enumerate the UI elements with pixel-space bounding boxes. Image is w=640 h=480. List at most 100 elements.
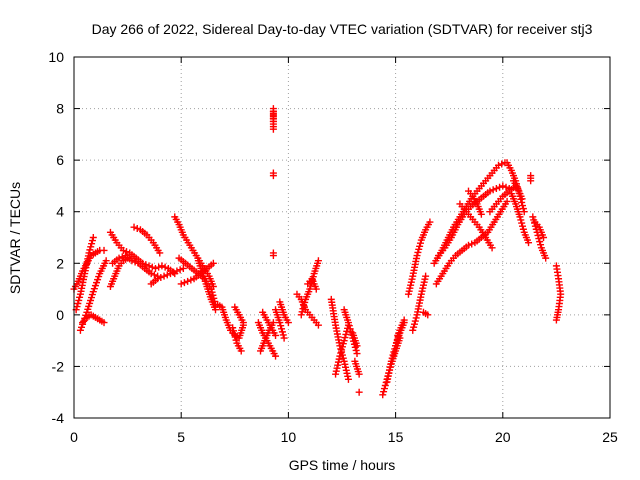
data-point xyxy=(503,197,511,205)
x-axis-label: GPS time / hours xyxy=(289,457,396,473)
data-point xyxy=(410,323,418,331)
plot-frame xyxy=(73,56,611,419)
series-morning-track-d xyxy=(76,257,110,334)
data-point xyxy=(86,246,94,254)
data-point xyxy=(342,330,350,338)
data-point xyxy=(387,357,395,365)
data-point xyxy=(280,334,288,342)
series-twelve-hour-a xyxy=(327,295,352,383)
data-point xyxy=(212,306,220,314)
data-point xyxy=(516,213,524,221)
data-point xyxy=(338,346,346,354)
data-point xyxy=(352,346,360,354)
series-sixteen-hour-c xyxy=(419,308,432,319)
data-point xyxy=(416,242,424,250)
x-tick-label: 0 xyxy=(70,429,78,445)
data-point xyxy=(131,258,139,266)
data-point xyxy=(231,333,239,341)
y-tick-label: 4 xyxy=(56,204,64,220)
data-point xyxy=(278,328,286,336)
y-tick-label: 10 xyxy=(48,49,64,65)
series-late-track-f xyxy=(531,218,548,241)
data-point xyxy=(416,239,424,247)
data-point xyxy=(337,349,345,357)
data-point xyxy=(239,319,247,327)
data-point xyxy=(155,263,163,271)
data-point xyxy=(179,264,187,272)
x-tick-label: 5 xyxy=(177,429,185,445)
data-point xyxy=(89,234,97,241)
data-point xyxy=(156,249,164,257)
tick-labels: 0 5 10 15 20 25 -4 -2 0 2 4 6 8 10 xyxy=(48,49,618,445)
data-point xyxy=(525,239,533,247)
data-point xyxy=(391,345,399,353)
series-thirteen-hour-a xyxy=(351,357,363,378)
data-point xyxy=(272,352,280,360)
data-point xyxy=(184,277,192,285)
x-tick-label: 20 xyxy=(495,429,511,445)
data-point xyxy=(88,240,96,248)
data-point xyxy=(344,319,352,327)
data-point xyxy=(100,246,108,254)
data-point xyxy=(346,325,354,333)
series-early-track-d xyxy=(130,223,164,257)
data-point xyxy=(157,273,165,281)
data-point xyxy=(388,354,396,362)
data-point xyxy=(409,326,417,334)
data-point xyxy=(187,276,195,284)
data-point xyxy=(176,266,184,274)
data-point xyxy=(486,187,494,195)
series-fifteen-hour-b xyxy=(394,321,406,339)
data-point xyxy=(520,208,528,216)
series-thirteen-hour-c xyxy=(355,388,363,396)
chart-title: Day 266 of 2022, Sidereal Day-to-day VTE… xyxy=(92,21,593,37)
data-point xyxy=(301,298,309,306)
data-point xyxy=(542,254,550,262)
data-point xyxy=(279,331,287,339)
data-point xyxy=(535,235,543,243)
series-thirteen-hour-b xyxy=(349,329,361,350)
series-sixteen-hour-a xyxy=(404,218,434,298)
data-point xyxy=(124,254,132,262)
data-point xyxy=(278,325,286,333)
data-point xyxy=(536,238,544,246)
data-point xyxy=(145,262,153,270)
data-point xyxy=(148,263,156,271)
data-point xyxy=(300,302,308,310)
data-point xyxy=(489,186,497,194)
series-morning-track-b xyxy=(72,234,97,314)
data-point xyxy=(232,336,240,344)
data-point xyxy=(177,280,185,288)
data-point xyxy=(150,271,158,279)
data-point xyxy=(115,254,123,262)
data-point xyxy=(355,370,363,378)
data-point xyxy=(517,216,525,224)
data-point xyxy=(237,347,245,355)
y-tick-label: -4 xyxy=(52,410,65,426)
data-point xyxy=(161,263,169,271)
data-point xyxy=(468,240,476,248)
data-point xyxy=(414,248,422,256)
data-point xyxy=(306,285,314,293)
data-point xyxy=(75,296,83,304)
data-point xyxy=(381,382,389,390)
data-point xyxy=(277,322,285,330)
data-point xyxy=(389,351,397,359)
data-point xyxy=(230,330,238,338)
data-point xyxy=(415,245,423,253)
series-spike-mid xyxy=(269,169,277,180)
series-ten-hour-c xyxy=(293,290,322,329)
data-point xyxy=(163,271,171,279)
data-point xyxy=(298,308,306,316)
series-fifteen-hour-a xyxy=(392,319,408,350)
data-point xyxy=(412,314,420,322)
data-point xyxy=(398,321,406,329)
data-point xyxy=(424,311,432,319)
series-ten-hour-e xyxy=(304,275,320,293)
data-point xyxy=(344,375,352,383)
data-point xyxy=(552,316,560,324)
data-point xyxy=(180,279,188,287)
data-point xyxy=(76,293,84,301)
data-point xyxy=(88,237,96,245)
data-point xyxy=(529,213,537,221)
